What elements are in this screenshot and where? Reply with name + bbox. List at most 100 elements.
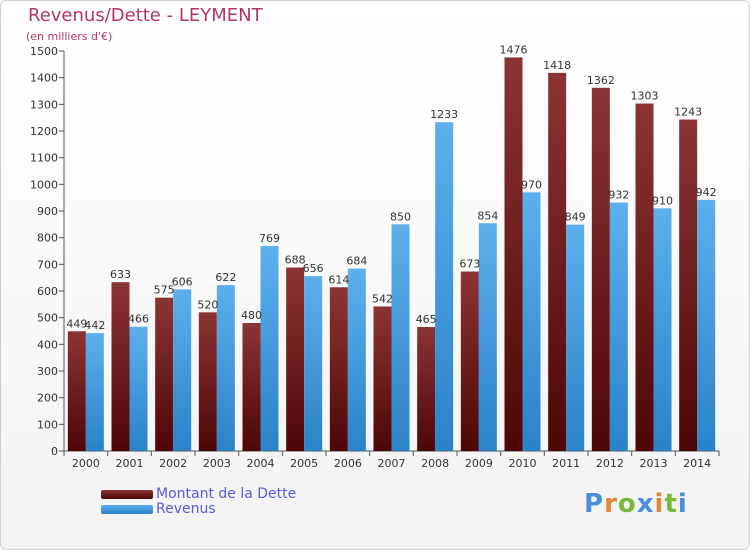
data-label-dette: 520 <box>197 298 218 311</box>
bar-revenus <box>522 192 541 452</box>
bar-dette <box>242 323 261 451</box>
y-tick-label: 900 <box>37 205 58 218</box>
data-label-revenus: 932 <box>608 188 629 201</box>
bar-dette <box>286 267 305 451</box>
data-label-dette: 542 <box>372 292 393 305</box>
data-label-dette: 688 <box>285 254 306 267</box>
x-tick-label: 2004 <box>247 457 275 470</box>
bar-dette <box>591 87 610 452</box>
bar-revenus <box>129 326 148 451</box>
bar-dette <box>155 297 174 451</box>
y-tick-label: 1500 <box>30 45 58 58</box>
data-label-dette: 1418 <box>543 59 571 72</box>
data-label-revenus: 684 <box>346 255 367 268</box>
data-label-dette: 614 <box>328 273 349 286</box>
y-tick-label: 1400 <box>30 72 58 85</box>
x-tick-label: 2011 <box>552 457 580 470</box>
y-tick-label: 600 <box>37 285 58 298</box>
x-tick-label: 2003 <box>203 457 231 470</box>
data-label-revenus: 854 <box>477 209 498 222</box>
bar-dette <box>329 287 348 451</box>
y-tick-label: 200 <box>37 392 58 405</box>
data-label-revenus: 850 <box>390 210 411 223</box>
data-label-dette: 465 <box>416 313 437 326</box>
x-tick-label: 2008 <box>421 457 449 470</box>
x-tick-label: 2005 <box>290 457 318 470</box>
y-tick-label: 1000 <box>30 178 58 191</box>
bar-dette <box>111 282 130 451</box>
x-tick-label: 2000 <box>72 457 100 470</box>
legend-swatch-dette <box>101 490 153 499</box>
data-label-dette: 449 <box>66 317 87 330</box>
x-tick-label: 2009 <box>465 457 493 470</box>
y-tick-label: 800 <box>37 232 58 245</box>
data-label-revenus: 466 <box>128 313 149 326</box>
x-tick-label: 2002 <box>159 457 187 470</box>
x-tick-label: 2006 <box>334 457 362 470</box>
data-label-dette: 1303 <box>631 90 659 103</box>
data-label-revenus: 769 <box>259 232 280 245</box>
data-label-dette: 480 <box>241 309 262 322</box>
bar-revenus <box>391 224 410 451</box>
data-label-dette: 633 <box>110 268 131 281</box>
x-tick-label: 2001 <box>116 457 144 470</box>
bar-revenus <box>609 202 628 451</box>
data-label-dette: 1476 <box>500 43 528 56</box>
bar-dette <box>198 312 217 451</box>
bar-dette <box>460 271 479 451</box>
bar-dette <box>679 119 698 452</box>
bar-dette <box>504 57 523 452</box>
data-label-revenus: 1233 <box>430 108 458 121</box>
x-tick-label: 2010 <box>509 457 537 470</box>
bar-dette <box>417 327 436 451</box>
y-tick-label: 0 <box>51 445 58 458</box>
bar-dette <box>635 103 654 452</box>
bar-revenus <box>478 223 497 451</box>
chart-title: Revenus/Dette - LEYMENT <box>28 5 263 26</box>
bar-dette <box>373 306 392 451</box>
bar-revenus <box>260 245 279 451</box>
bar-revenus <box>85 333 104 451</box>
y-tick-label: 700 <box>37 258 58 271</box>
bar-dette <box>548 72 567 451</box>
bar-revenus <box>304 276 323 451</box>
legend-swatch-revenus <box>101 505 153 514</box>
data-label-revenus: 656 <box>303 262 324 275</box>
y-tick-label: 300 <box>37 365 58 378</box>
legend-label-dette: Montant de la Dette <box>156 486 297 502</box>
y-tick-label: 400 <box>37 338 58 351</box>
x-tick-label: 2013 <box>640 457 668 470</box>
y-tick-label: 100 <box>37 418 58 431</box>
legend-label-revenus: Revenus <box>156 501 216 517</box>
x-tick-label: 2012 <box>596 457 624 470</box>
bar-revenus <box>173 289 192 451</box>
bar-revenus <box>216 285 235 451</box>
data-label-revenus: 849 <box>565 211 586 224</box>
bar-revenus <box>566 224 585 451</box>
chart-subtitle: (en milliers d'€) <box>26 30 113 43</box>
bar-revenus <box>653 208 672 451</box>
proxiti-logo: Proxiti <box>584 489 688 519</box>
x-tick-label: 2014 <box>683 457 711 470</box>
bar-revenus <box>697 199 716 451</box>
data-label-revenus: 910 <box>652 194 673 207</box>
y-tick-label: 500 <box>37 312 58 325</box>
data-label-dette: 673 <box>459 258 480 271</box>
bar-dette <box>67 331 86 451</box>
bar-revenus <box>347 268 366 451</box>
data-label-revenus: 942 <box>696 186 717 199</box>
y-tick-label: 1300 <box>30 98 58 111</box>
data-label-dette: 1362 <box>587 74 615 87</box>
data-label-dette: 575 <box>154 284 175 297</box>
data-label-revenus: 606 <box>172 275 193 288</box>
data-label-dette: 1243 <box>674 106 702 119</box>
y-tick-label: 1200 <box>30 125 58 138</box>
data-label-revenus: 970 <box>521 178 542 191</box>
data-label-revenus: 622 <box>215 271 236 284</box>
bar-revenus <box>435 122 454 451</box>
x-tick-label: 2007 <box>378 457 406 470</box>
data-label-revenus: 442 <box>84 319 105 332</box>
y-tick-label: 1100 <box>30 152 58 165</box>
